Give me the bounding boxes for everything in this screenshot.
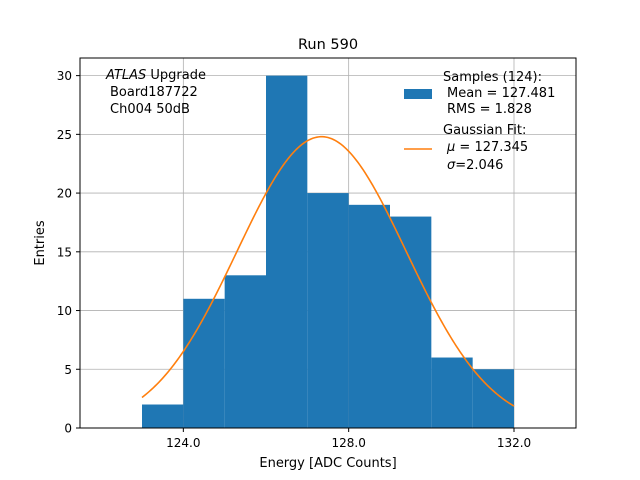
histogram-bar-2 [224,275,266,428]
y-tick-label-2: 10 [57,304,72,318]
legend-sigma-value: =2.046 [455,158,503,173]
annotation-line-1: ATLAS Upgrade [105,68,206,83]
legend-mu-value: = 127.345 [455,140,528,155]
y-tick-label-6: 30 [57,69,72,83]
histogram-bar-5 [348,204,390,428]
histogram-bar-8 [472,369,514,428]
legend-fit-title: Gaussian Fit: [443,123,526,138]
gaussian-fit-curve [141,135,515,407]
histogram-bar-3 [266,75,308,428]
annotation-channel: Ch004 50dB [110,102,190,117]
y-axis-label: Entries [33,220,48,266]
y-tick-label-1: 5 [64,363,72,377]
legend-fit-sigma: σ=2.046 [447,158,503,173]
histogram-bar-0 [142,404,184,428]
legend-samples-swatch [404,89,432,99]
y-axis-ticks: 0 5 10 15 20 25 30 [57,69,80,436]
atlas-annotation: ATLAS Upgrade Board187722 Ch004 50dB [105,68,206,117]
legend-samples-title: Samples (124): [443,70,542,85]
y-tick-label-5: 25 [57,128,72,142]
histogram-bars [142,75,514,428]
x-axis-label: Energy [ADC Counts] [259,456,396,471]
y-tick-label-3: 15 [57,245,72,259]
plot-frame [79,57,577,429]
legend: Samples (124): Mean = 127.481 RMS = 1.82… [404,70,555,173]
x-tick-label-1: 128.0 [331,436,365,450]
histogram-bar-4 [307,193,349,428]
histogram-bar-6 [390,216,432,428]
y-tick-label-4: 20 [57,187,72,201]
fit-curve-group [141,135,515,407]
x-tick-label-2: 132.0 [497,436,531,450]
chart-title: Run 590 [298,37,358,53]
legend-fit-mu: μ = 127.345 [446,140,528,155]
legend-mu-symbol: μ [446,140,455,155]
histogram-bar-1 [183,298,225,428]
x-axis-ticks: 124.0 128.0 132.0 [166,428,531,450]
annotation-board: Board187722 [110,85,198,100]
x-tick-label-0: 124.0 [166,436,200,450]
legend-samples-mean: Mean = 127.481 [447,86,555,101]
histogram-bar-7 [431,357,473,428]
legend-sigma-symbol: σ [447,158,456,173]
annotation-upgrade: Upgrade [146,68,206,83]
legend-samples-rms: RMS = 1.828 [447,102,532,117]
annotation-atlas: ATLAS [105,68,146,83]
y-tick-label-0: 0 [64,422,72,436]
